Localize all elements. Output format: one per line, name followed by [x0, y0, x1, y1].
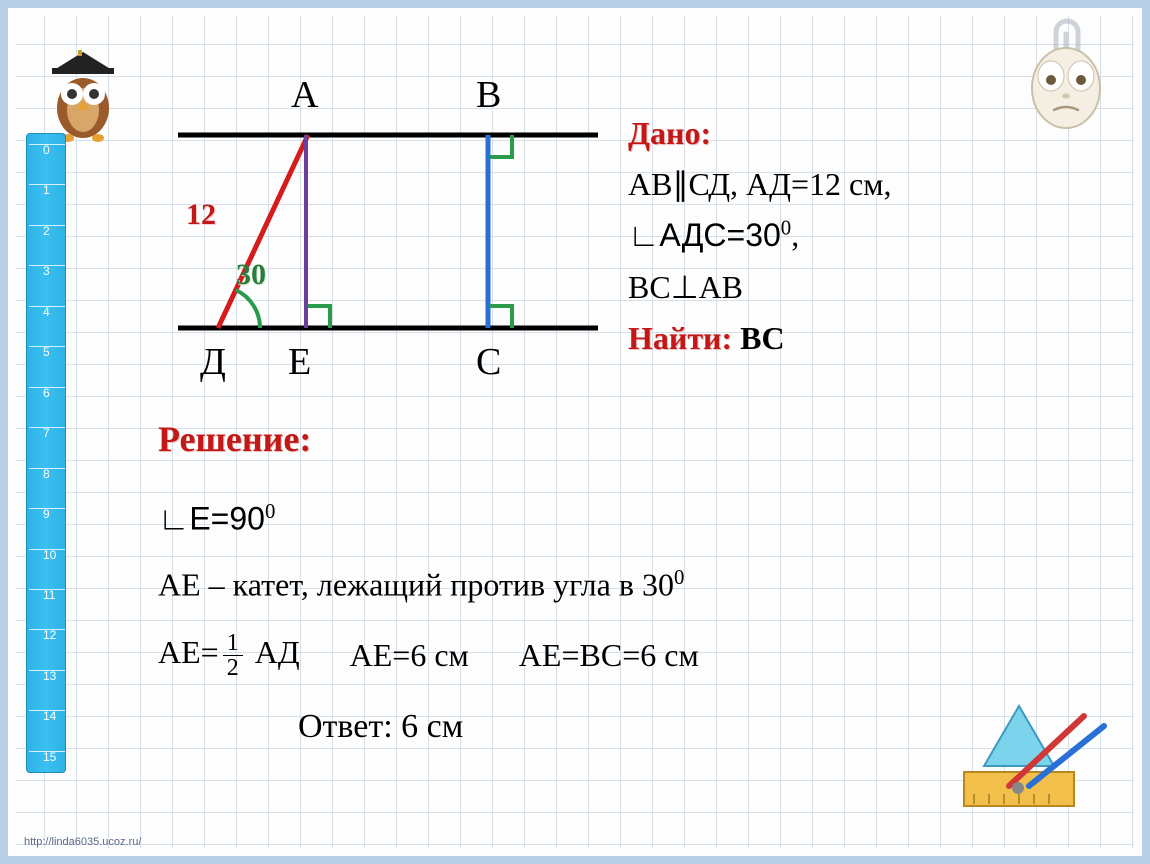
given-line-2: ∟АДС=300,	[628, 210, 891, 261]
angle-ADC: 30	[236, 258, 266, 292]
given-title: Дано:	[628, 108, 891, 159]
find-line: Найти: ВС	[628, 313, 891, 364]
answer-line: Ответ: 6 см	[298, 708, 699, 746]
point-C: С	[476, 340, 501, 384]
tools-icon	[954, 696, 1114, 826]
point-D: Д	[200, 340, 226, 384]
point-A: А	[291, 73, 318, 117]
ruler-ticks: 0123456789101112131415	[29, 144, 65, 762]
ruler-decoration: 0123456789101112131415	[26, 133, 66, 773]
owl-icon	[44, 50, 122, 142]
solution-block: Решение: ∟Е=900 АЕ – катет, лежащий прот…	[158, 418, 699, 746]
point-B: В	[476, 73, 501, 117]
geometry-diagram: А В Д Е С 12 30	[138, 88, 608, 388]
given-block: Дано: АВ∥СД, АД=12 см, ∟АДС=300, ВС⊥АВ Н…	[628, 108, 891, 364]
face-icon	[1024, 38, 1108, 132]
length-AD: 12	[186, 198, 216, 232]
slide-frame: 0123456789101112131415 А В Д Е С 12 30 Д…	[0, 0, 1150, 864]
solution-title: Решение:	[158, 418, 699, 460]
given-line-3: ВС⊥АВ	[628, 262, 891, 313]
solution-line-1: ∟Е=900	[158, 500, 699, 538]
footer-url: http://linda6035.ucoz.ru/	[24, 836, 141, 848]
solution-line-3: АЕ=12 АД АЕ=6 см АЕ=ВС=6 см	[158, 631, 699, 680]
solution-line-2: АЕ – катет, лежащий против угла в 300	[158, 566, 699, 604]
given-line-1: АВ∥СД, АД=12 см,	[628, 159, 891, 210]
point-E: Е	[288, 340, 311, 384]
